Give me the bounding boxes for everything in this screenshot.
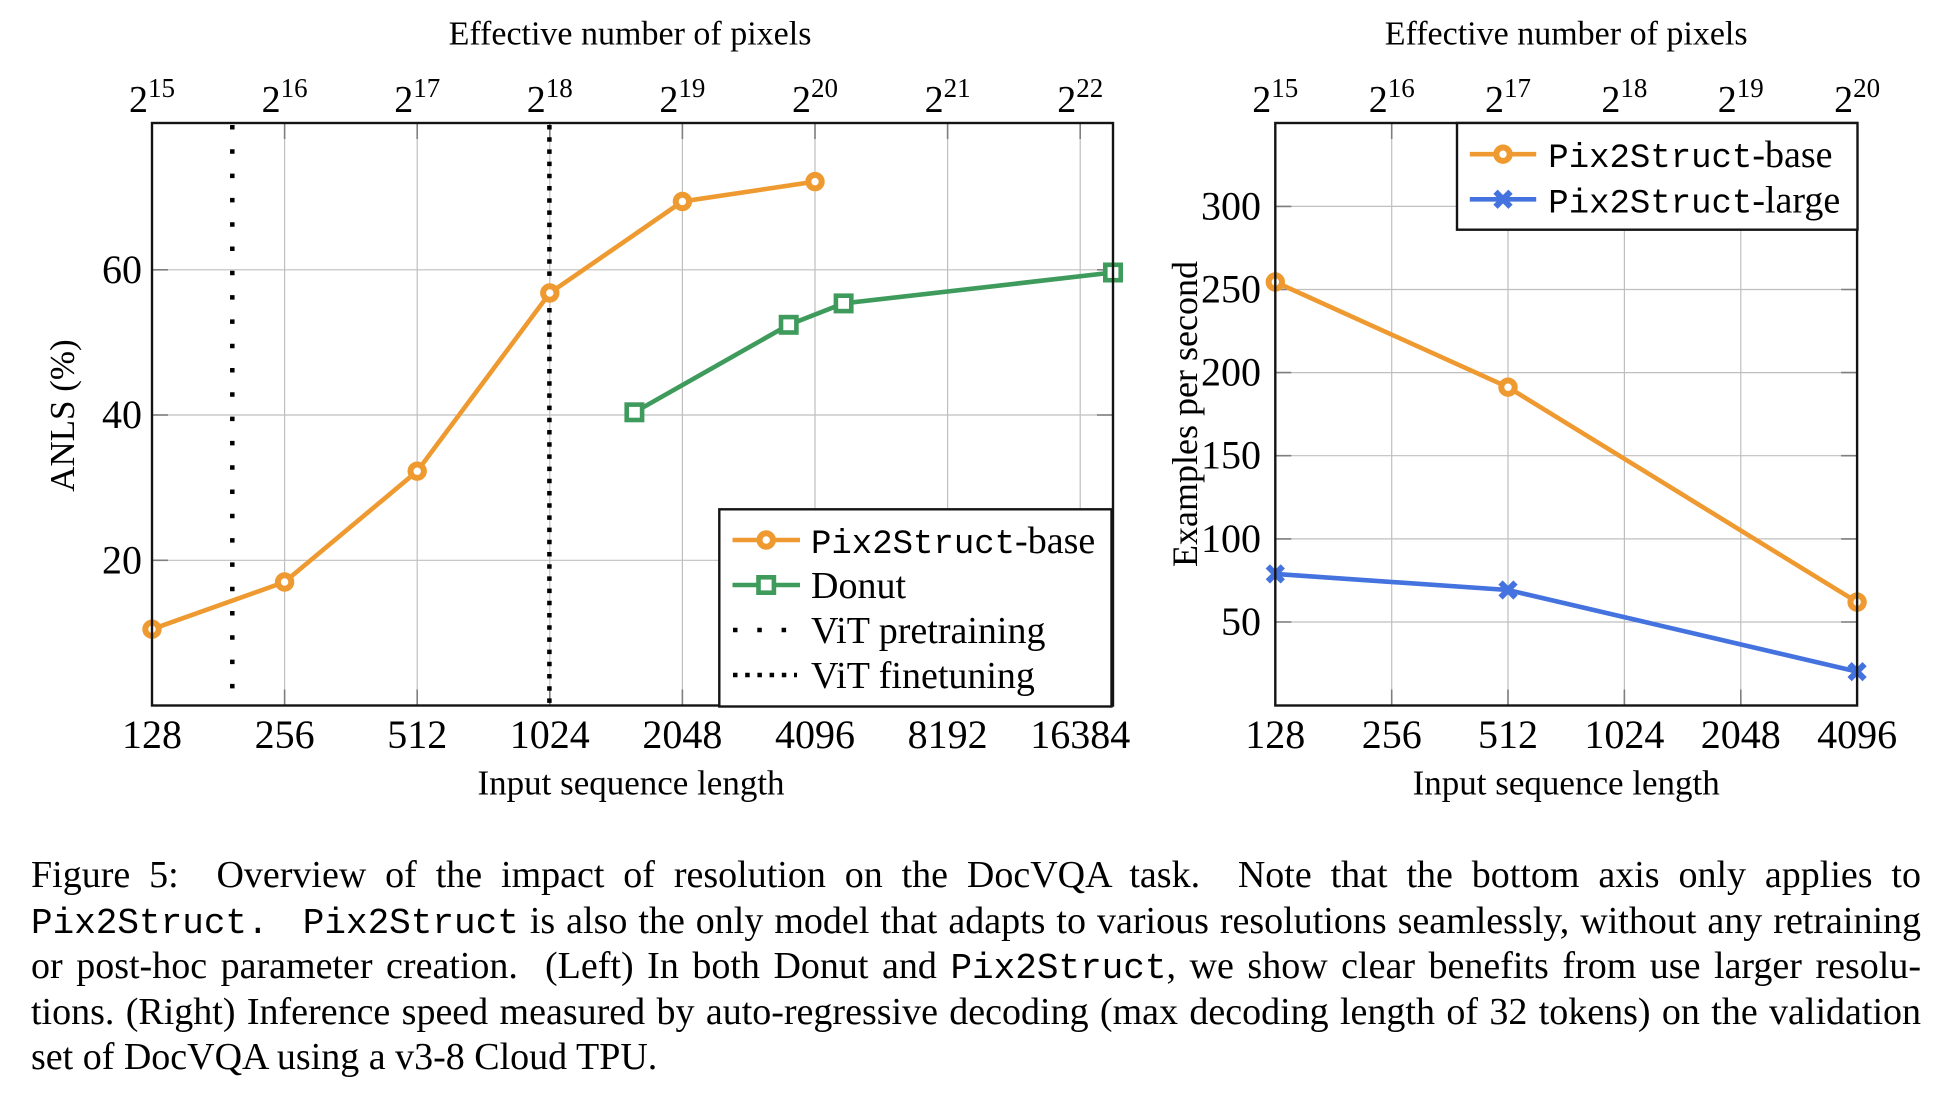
- svg-text:1024: 1024: [510, 712, 590, 757]
- svg-text:218: 218: [1601, 73, 1647, 121]
- svg-text:300: 300: [1201, 183, 1261, 228]
- svg-text:40: 40: [102, 392, 142, 437]
- svg-text:16384: 16384: [1030, 712, 1130, 757]
- svg-text:217: 217: [1485, 73, 1531, 121]
- svg-text:128: 128: [1245, 712, 1305, 757]
- svg-text:Pix2Struct-base: Pix2Struct-base: [1548, 134, 1832, 178]
- svg-text:20: 20: [102, 537, 142, 582]
- svg-text:219: 219: [1718, 73, 1764, 121]
- svg-text:Pix2Struct-large: Pix2Struct-large: [1548, 179, 1840, 223]
- svg-text:8192: 8192: [908, 712, 988, 757]
- svg-text:128: 128: [122, 712, 182, 757]
- svg-text:512: 512: [1478, 712, 1538, 757]
- svg-text:ANLS (%): ANLS (%): [43, 339, 82, 492]
- svg-text:50: 50: [1221, 599, 1261, 644]
- svg-text:Pix2Struct-base: Pix2Struct-base: [811, 520, 1095, 564]
- svg-text:Input sequence length: Input sequence length: [1413, 764, 1721, 803]
- svg-text:1024: 1024: [1584, 712, 1664, 757]
- svg-text:256: 256: [255, 712, 315, 757]
- svg-text:2048: 2048: [642, 712, 722, 757]
- svg-text:150: 150: [1201, 433, 1261, 478]
- svg-text:221: 221: [925, 73, 971, 121]
- svg-text:200: 200: [1201, 350, 1261, 395]
- svg-text:218: 218: [527, 73, 573, 121]
- svg-text:4096: 4096: [775, 712, 855, 757]
- svg-text:217: 217: [394, 73, 440, 121]
- svg-text:219: 219: [659, 73, 705, 121]
- svg-text:215: 215: [1252, 73, 1298, 121]
- svg-text:216: 216: [262, 73, 308, 121]
- svg-text:220: 220: [792, 73, 838, 121]
- svg-text:60: 60: [102, 247, 142, 292]
- svg-text:100: 100: [1201, 516, 1261, 561]
- svg-text:256: 256: [1362, 712, 1422, 757]
- svg-text:216: 216: [1369, 73, 1415, 121]
- svg-text:ViT finetuning: ViT finetuning: [811, 655, 1035, 697]
- svg-text:2048: 2048: [1701, 712, 1781, 757]
- svg-text:222: 222: [1057, 73, 1103, 121]
- svg-text:4096: 4096: [1817, 712, 1897, 757]
- svg-text:Examples per second: Examples per second: [1165, 261, 1205, 567]
- svg-text:Effective number of pixels: Effective number of pixels: [1385, 16, 1748, 53]
- svg-text:Effective number of pixels: Effective number of pixels: [449, 16, 812, 53]
- svg-text:Input sequence length: Input sequence length: [477, 764, 785, 803]
- svg-text:ViT pretraining: ViT pretraining: [811, 610, 1045, 652]
- svg-text:250: 250: [1201, 267, 1261, 312]
- svg-text:Donut: Donut: [811, 565, 906, 607]
- svg-text:512: 512: [387, 712, 447, 757]
- svg-text:215: 215: [129, 73, 175, 121]
- svg-text:220: 220: [1834, 73, 1880, 121]
